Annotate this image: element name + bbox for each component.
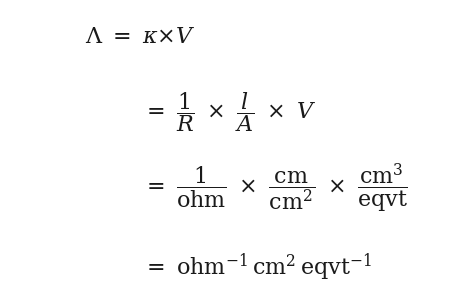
Text: $=\ \dfrac{1}{\mathrm{ohm}}\ \times\ \dfrac{\mathrm{cm}}{\mathrm{cm}^{2}}\ \time: $=\ \dfrac{1}{\mathrm{ohm}}\ \times\ \df… [142,162,408,215]
Text: $=\ \dfrac{1}{R}\ \times\ \dfrac{l}{A}\ \times\ V$: $=\ \dfrac{1}{R}\ \times\ \dfrac{l}{A}\ … [142,90,317,134]
Text: $\Lambda\ =\ \kappa{\times}V$: $\Lambda\ =\ \kappa{\times}V$ [85,26,196,48]
Text: $=\ \mathrm{ohm}^{-1}\,\mathrm{cm}^{2}\,\mathrm{eqvt}^{-1}$: $=\ \mathrm{ohm}^{-1}\,\mathrm{cm}^{2}\,… [142,251,372,283]
